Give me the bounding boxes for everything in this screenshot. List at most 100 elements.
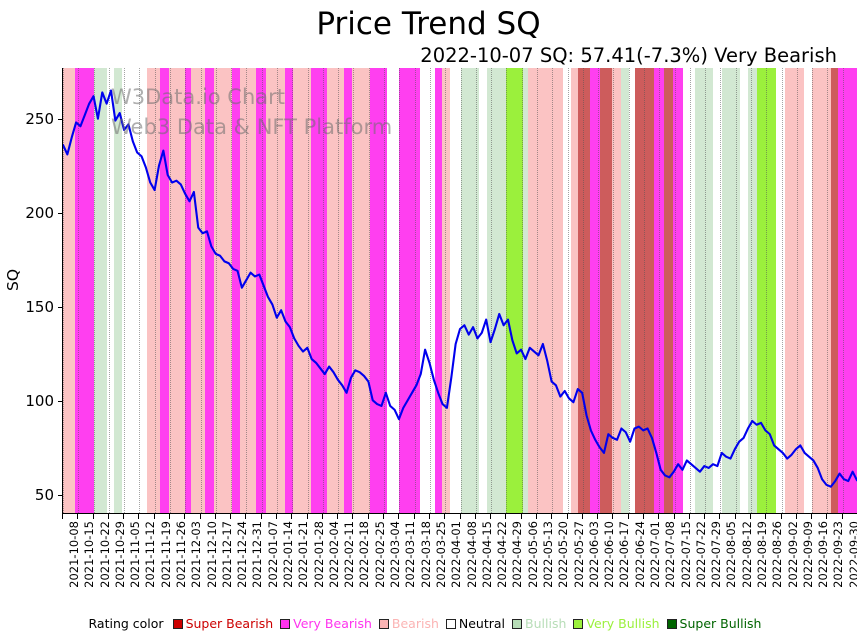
legend-entry[interactable]: Very Bearish (280, 616, 372, 631)
gridline (215, 68, 217, 513)
gridline (781, 68, 783, 513)
legend-entry[interactable]: Bullish (512, 616, 566, 631)
gridline (598, 68, 600, 513)
gridline (124, 68, 126, 513)
x-axis-tick-mark (719, 514, 721, 519)
x-axis-tick-mark (459, 514, 461, 519)
rating-band (63, 68, 76, 513)
gridline (93, 68, 95, 513)
gridline (322, 68, 324, 513)
page-title: Price Trend SQ (316, 6, 541, 42)
rating-band (654, 68, 665, 513)
x-axis-tick-label: 2022-02-18 (357, 521, 372, 588)
plot-wrapper: W3Data.io Chart Web3 Data & NFT Platform (62, 68, 857, 514)
rating-band (847, 68, 857, 513)
rating-band (434, 68, 443, 513)
x-axis-tick-mark (642, 514, 644, 519)
x-axis-tick-label: 2022-07-01 (647, 521, 662, 588)
x-axis-tick-marks (62, 514, 857, 519)
x-axis-tick-mark (398, 514, 400, 519)
x-axis-tick-label: 2022-01-28 (311, 521, 326, 588)
rating-band (785, 68, 795, 513)
rating-band (612, 68, 622, 513)
x-axis-tick-label: 2022-05-13 (540, 521, 555, 588)
rating-band (747, 68, 758, 513)
y-axis-tick-label: 200 (25, 203, 54, 222)
rating-band (620, 68, 630, 513)
rating-band (712, 68, 723, 513)
x-axis-tick-label: 2022-08-19 (754, 521, 769, 588)
legend-label: Very Bearish (293, 616, 372, 631)
gridline (154, 68, 156, 513)
x-axis-tick-label: 2021-12-17 (219, 521, 234, 588)
x-axis-tick-label: 2022-06-17 (617, 521, 632, 588)
x-axis-tick-label: 2021-10-08 (67, 521, 81, 588)
x-axis-tick-mark (627, 514, 629, 519)
x-axis-tick-label: 2021-12-03 (189, 521, 204, 588)
y-axis-tick-label: 250 (25, 109, 54, 128)
gridline (292, 68, 294, 513)
rating-band (74, 68, 95, 513)
legend-swatch (512, 618, 523, 629)
x-axis-tick-mark (184, 514, 186, 519)
rating-band (505, 68, 524, 513)
rating-band (562, 68, 572, 513)
rating-band (93, 68, 108, 513)
x-axis-tick-mark (444, 514, 446, 519)
rating-band (479, 68, 488, 513)
x-axis-tick-label: 2022-02-11 (342, 521, 357, 588)
rating-band (266, 68, 286, 513)
rating-band (343, 68, 353, 513)
rating-band (239, 68, 257, 513)
rating-band (213, 68, 233, 513)
gridline (705, 68, 707, 513)
legend-entry[interactable]: Super Bullish (666, 616, 762, 631)
legend-swatch (573, 618, 584, 629)
x-axis-tick-label: 2022-07-15 (678, 521, 693, 588)
legend-label: Super Bullish (679, 616, 762, 631)
legend-label: Super Bearish (185, 616, 274, 631)
gridline (720, 68, 722, 513)
x-axis-tick-mark (92, 514, 94, 519)
x-axis-tick-label: 2022-09-16 (816, 521, 831, 588)
legend-entry[interactable]: Very Bullish (573, 616, 660, 631)
rating-band (352, 68, 371, 513)
x-axis-tick-mark (169, 514, 171, 519)
legend-swatch (172, 618, 183, 629)
gridline (429, 68, 431, 513)
gridline (261, 68, 263, 513)
gridline (108, 68, 110, 513)
legend-entry[interactable]: Bearish (378, 616, 439, 631)
gridline (506, 68, 508, 513)
y-axis-tick-mark (58, 401, 62, 403)
x-axis-tick-label: 2022-03-04 (388, 521, 403, 588)
rating-band (804, 68, 813, 513)
gridline (659, 68, 661, 513)
x-axis-tick-mark (612, 514, 614, 519)
x-axis-tick-mark (780, 514, 782, 519)
gridline (812, 68, 814, 513)
legend-label: Very Bullish (586, 616, 660, 631)
gridline (475, 68, 477, 513)
x-axis-tick-mark (123, 514, 125, 519)
gridline (414, 68, 416, 513)
gridline (674, 68, 676, 513)
x-axis-tick-mark (490, 514, 492, 519)
x-axis-tick-mark (795, 514, 797, 519)
rating-band (570, 68, 579, 513)
legend-entry[interactable]: Super Bearish (172, 616, 274, 631)
y-axis-tick-label: 50 (34, 486, 54, 505)
x-axis-tick-mark (566, 514, 568, 519)
legend-entry[interactable]: Neutral (445, 616, 505, 631)
x-axis-tick-mark (765, 514, 767, 519)
x-axis-tick-label: 2022-05-27 (571, 521, 586, 588)
legend-swatch (280, 618, 291, 629)
x-axis-tick-mark (811, 514, 813, 519)
x-axis-tick-mark (581, 514, 583, 519)
rating-band (578, 68, 591, 513)
x-axis-tick-label: 2022-03-25 (433, 521, 448, 588)
legend-label: Bullish (525, 616, 567, 631)
gridline (399, 68, 401, 513)
x-axis-tick-label: 2021-11-19 (158, 521, 173, 588)
x-axis-tick-label: 2021-10-22 (97, 521, 112, 588)
